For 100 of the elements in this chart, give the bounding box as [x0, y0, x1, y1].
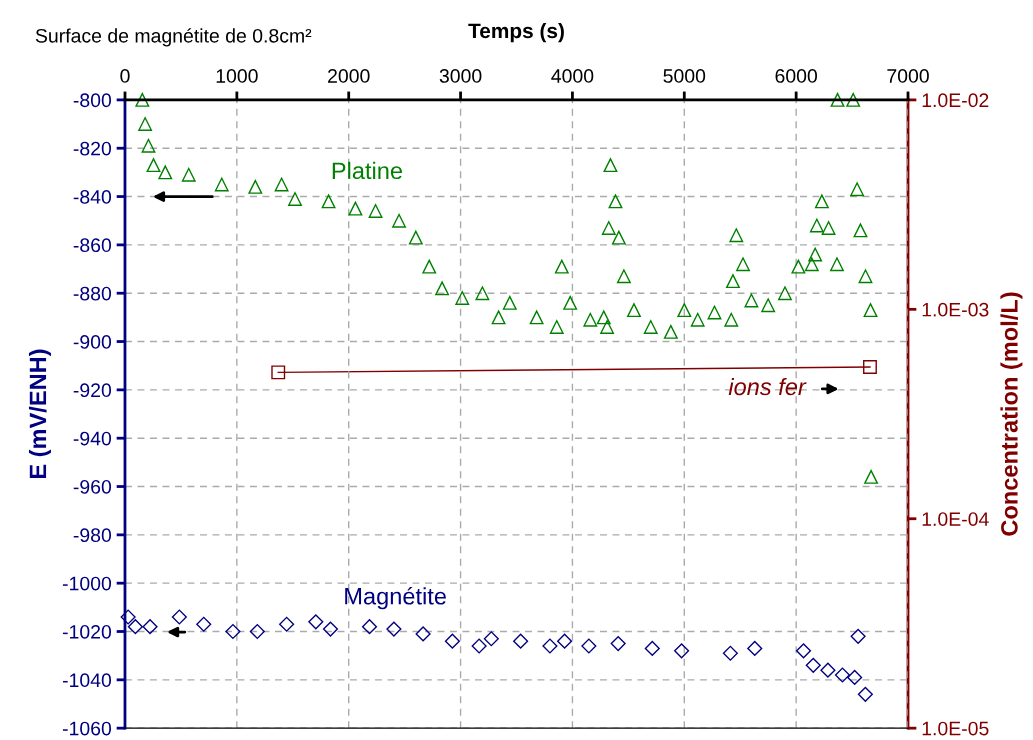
point — [549, 320, 564, 334]
y-tick-label: -1000 — [62, 576, 112, 591]
point — [722, 645, 738, 661]
point — [707, 305, 722, 320]
point — [135, 92, 150, 107]
point — [475, 286, 490, 301]
chart-title: Surface de magnétite de 0.8cm² — [35, 28, 312, 47]
point — [386, 621, 402, 637]
y-tick-label: -860 — [73, 238, 112, 253]
point — [279, 616, 295, 632]
point — [863, 303, 878, 318]
point — [850, 628, 866, 644]
point — [554, 259, 569, 274]
point — [611, 230, 626, 245]
point — [483, 631, 499, 647]
y-tick-label: -1020 — [62, 624, 112, 639]
y-tick-label: -900 — [73, 335, 112, 349]
point — [422, 259, 437, 274]
point — [847, 669, 863, 685]
point — [583, 312, 598, 327]
x-tick-label: 3000 — [439, 69, 482, 83]
y-tick-label: -920 — [73, 383, 112, 398]
point — [513, 633, 529, 649]
point — [643, 320, 658, 334]
point — [146, 158, 161, 173]
point — [814, 194, 829, 209]
point — [616, 269, 631, 284]
point — [608, 194, 623, 209]
point — [502, 295, 517, 310]
point — [850, 182, 865, 197]
point — [761, 298, 776, 313]
point — [348, 201, 363, 216]
point — [249, 623, 265, 640]
x-tick-label: 6000 — [775, 69, 818, 83]
point — [392, 213, 406, 228]
point — [864, 469, 879, 484]
x-axis-title: Temps (s) — [468, 22, 564, 43]
point — [557, 633, 573, 649]
point — [724, 312, 739, 327]
series-label: Magnétite — [345, 586, 446, 610]
series-label: Platine — [332, 161, 402, 180]
point — [308, 614, 324, 630]
point — [603, 158, 618, 173]
point — [729, 228, 744, 243]
point — [674, 643, 690, 659]
point — [181, 167, 196, 182]
point — [171, 609, 187, 625]
point — [471, 638, 487, 654]
point — [747, 640, 763, 656]
x-tick-label: 4000 — [551, 69, 594, 83]
point — [744, 293, 759, 308]
point — [805, 657, 821, 673]
point — [808, 247, 823, 262]
x-tick-label: 0 — [120, 69, 130, 83]
y-tick-label: -980 — [73, 528, 112, 543]
point — [542, 638, 558, 654]
point — [778, 286, 792, 301]
point — [141, 138, 156, 153]
x-tick-label: 2000 — [328, 69, 370, 83]
y-axis-title: E (mV/ENH) — [28, 349, 51, 479]
point — [627, 303, 641, 318]
point — [274, 177, 289, 192]
x-tick-label: 7000 — [887, 69, 929, 83]
point — [830, 92, 845, 107]
point — [158, 165, 173, 180]
y-tick-label: -1040 — [62, 673, 112, 688]
point — [361, 619, 378, 635]
point — [821, 221, 836, 235]
y2-tick-label: 1.0E-03 — [922, 302, 989, 317]
point — [820, 662, 836, 678]
point — [791, 259, 806, 274]
point — [795, 643, 812, 659]
x-tick-label: 5000 — [663, 69, 706, 83]
point — [677, 303, 692, 318]
y-tick-label: -1060 — [62, 721, 112, 736]
point — [596, 310, 611, 325]
point — [322, 621, 339, 637]
point — [857, 686, 873, 702]
y2-axis-title: Concentration (mol/L) — [1000, 292, 1023, 536]
x-tick-label: 1000 — [216, 69, 258, 83]
point — [601, 221, 616, 235]
point — [142, 619, 158, 635]
point — [581, 638, 597, 654]
y-tick-label: -940 — [73, 431, 112, 446]
point — [600, 320, 615, 334]
point — [644, 640, 660, 656]
y2-tick-label: 1.0E-02 — [922, 93, 989, 108]
point — [834, 667, 851, 683]
point — [415, 626, 431, 642]
point — [435, 281, 450, 296]
point — [690, 312, 705, 327]
point — [196, 616, 212, 632]
point — [138, 117, 153, 132]
point — [288, 192, 302, 206]
point — [563, 295, 578, 310]
point — [804, 257, 819, 272]
point — [225, 623, 241, 640]
point — [368, 204, 383, 218]
point — [120, 609, 136, 625]
y-tick-label: -880 — [73, 286, 112, 301]
